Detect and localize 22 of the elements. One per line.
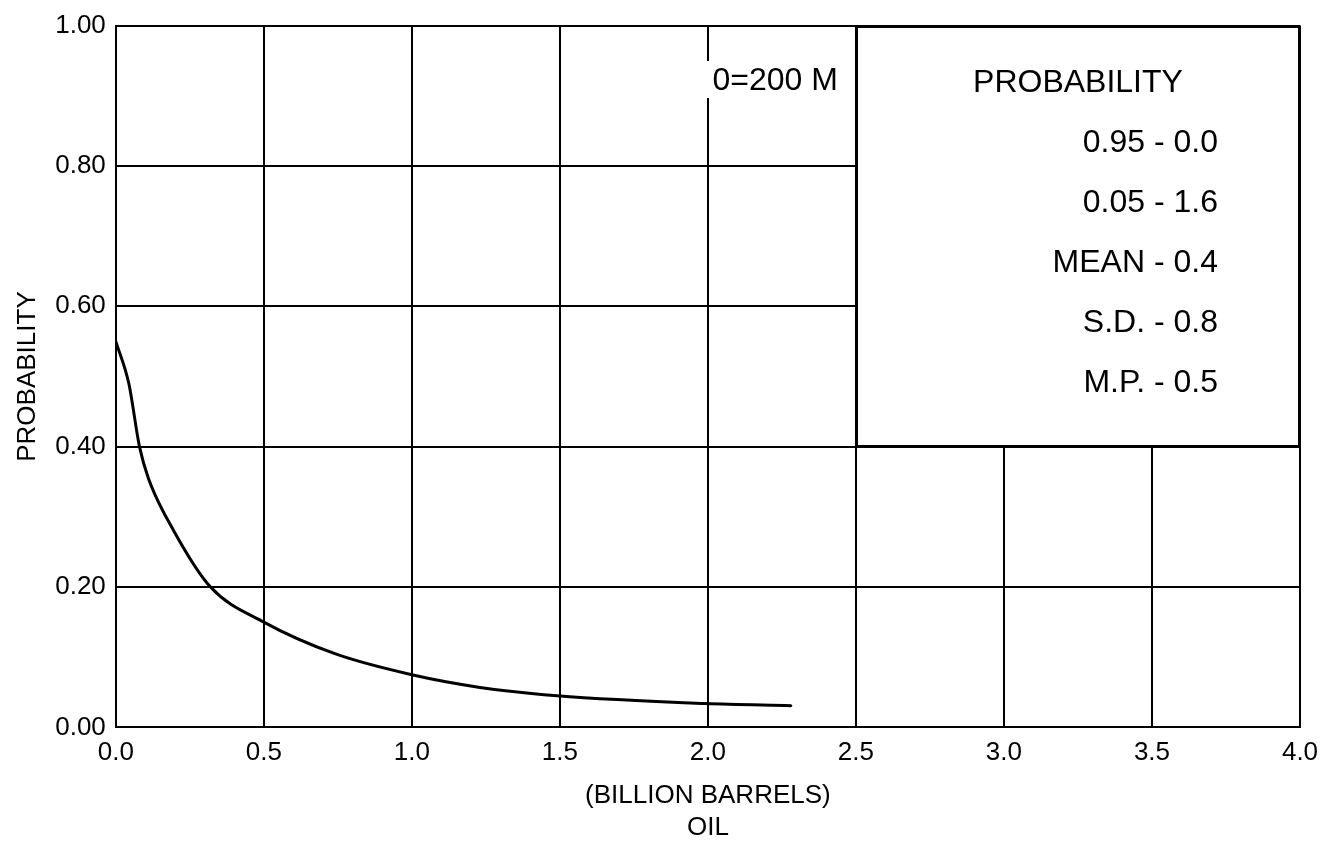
y-tick-label: 0.60 [55,289,106,320]
annotation: S.D. - 0.8 [1082,302,1218,340]
x-tick-label: 2.5 [837,736,874,767]
annotation: M.P. - 0.5 [1083,362,1218,400]
y-axis-title: PROBABILITY [10,291,41,462]
y-tick-label: 0.20 [55,570,106,601]
x-tick-label: 3.5 [1133,736,1171,767]
x-tick-label: 0.5 [245,736,282,767]
x-tick-label: 4.0 [1281,736,1319,767]
annotation: 0.05 - 1.6 [1082,182,1218,220]
x-tick-label: 2.0 [689,736,726,767]
annotation: 0.95 - 0.0 [1082,122,1218,160]
x-tick-label: 1.5 [541,736,578,767]
x-tick-label: 3.0 [985,736,1023,767]
annotation: 0=200 M [655,60,838,98]
x-axis-title: (BILLION BARRELS) OIL [585,779,831,841]
annotation: MEAN - 0.4 [1052,242,1218,280]
annotation: PROBABILITY [972,62,1184,100]
x-tick-label: 1.0 [393,736,430,767]
y-tick-label: 0.80 [55,149,106,180]
y-tick-label: 0.40 [55,429,106,460]
y-tick-label: 1.00 [55,8,106,39]
